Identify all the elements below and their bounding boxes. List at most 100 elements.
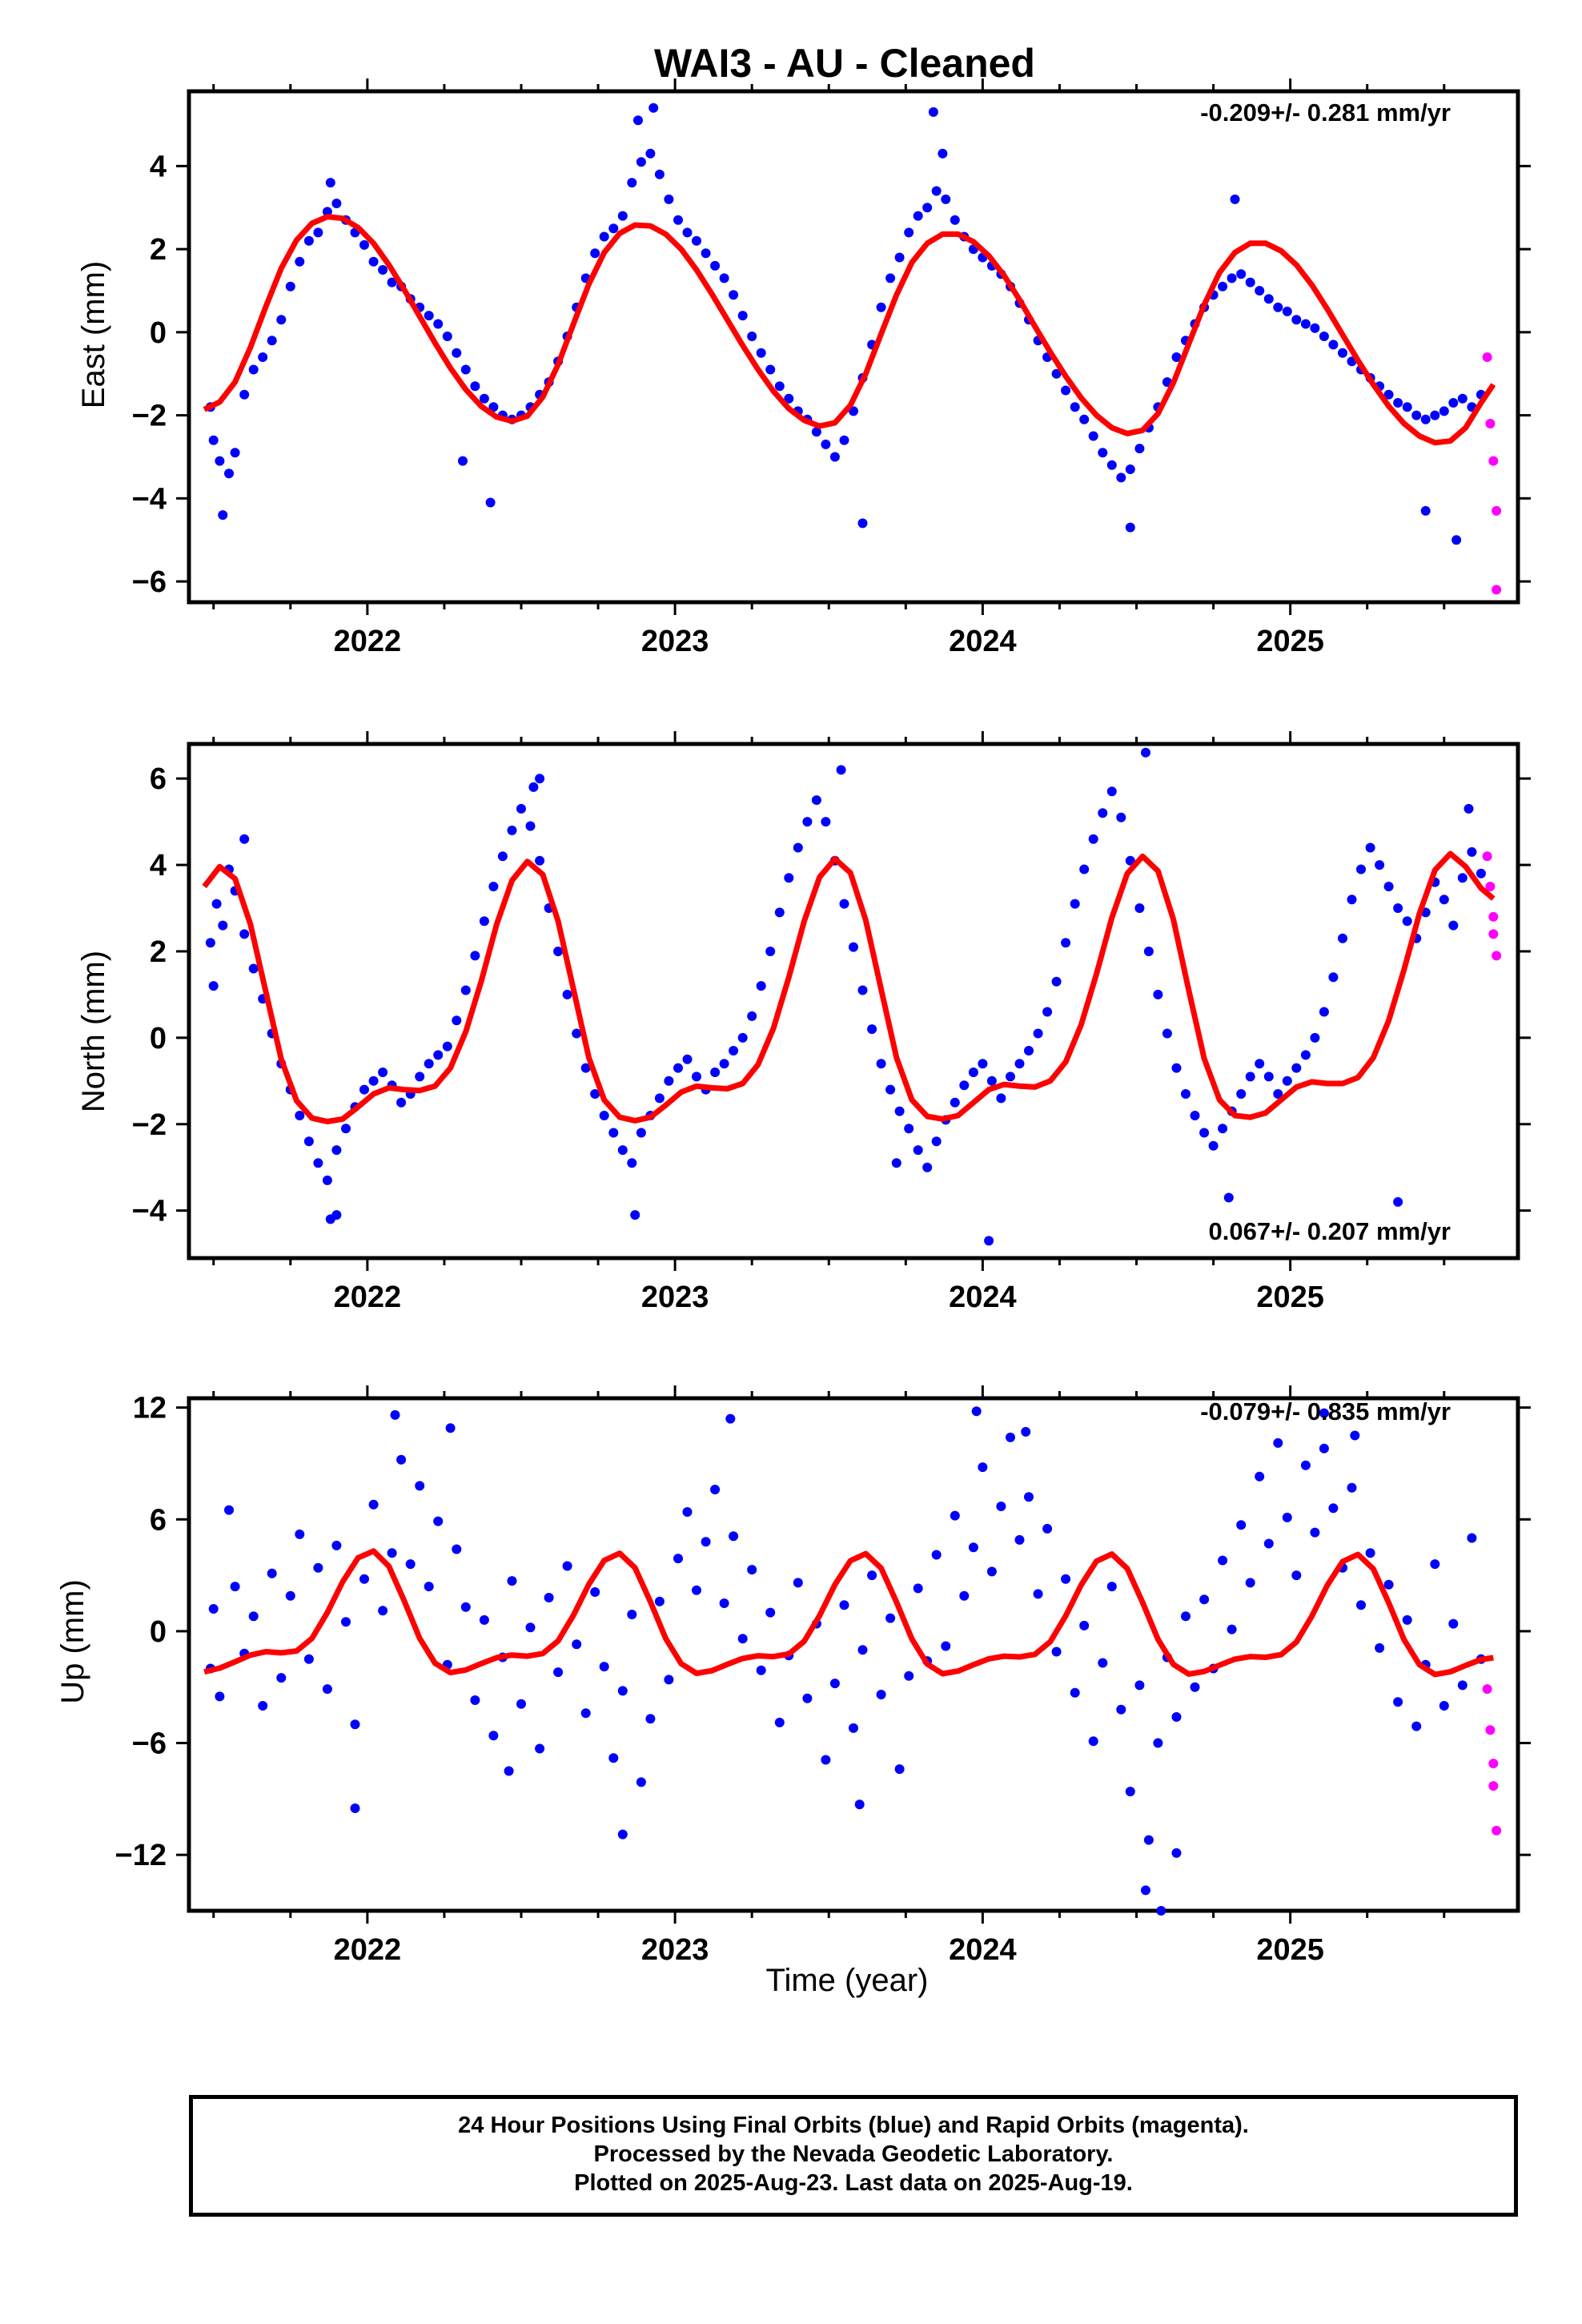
footer-line-processed: Processed by the Nevada Geodetic Laborat… <box>593 2141 1114 2167</box>
north-final-point <box>876 1059 886 1069</box>
north-y-tick-label: 2 <box>150 935 167 969</box>
up-final-point <box>1125 1787 1135 1797</box>
up-y-tick-label: −12 <box>115 1839 167 1872</box>
up-final-point <box>248 1611 259 1622</box>
up-final-point <box>1411 1721 1422 1731</box>
east-final-point <box>692 235 701 246</box>
up-final-point <box>230 1582 240 1592</box>
up-final-point <box>968 1542 978 1553</box>
east-final-point <box>1227 273 1237 283</box>
north-final-point <box>488 882 499 891</box>
up-rapid-point <box>1482 1684 1492 1695</box>
up-final-point <box>654 1596 665 1606</box>
east-final-point <box>368 256 379 267</box>
east-velocity-label: -0.209+/- 0.281 mm/yr <box>1200 99 1451 127</box>
up-final-point <box>488 1731 499 1741</box>
up-final-point <box>645 1714 656 1724</box>
north-final-point <box>913 1145 923 1156</box>
up-final-point <box>959 1590 970 1601</box>
up-final-point <box>941 1641 951 1651</box>
up-final-point <box>1171 1848 1182 1858</box>
east-final-point <box>710 260 721 271</box>
up-final-point <box>215 1691 225 1702</box>
up-y-tick-label: −6 <box>132 1727 167 1761</box>
east-final-point <box>1452 535 1462 545</box>
north-final-point <box>1467 846 1477 857</box>
up-rapid-point <box>1488 1781 1499 1791</box>
east-final-point <box>1061 385 1071 396</box>
up-final-point <box>415 1481 425 1491</box>
north-final-point <box>528 782 539 792</box>
east-y-tick-label: 0 <box>150 316 167 350</box>
up-final-point <box>535 1743 545 1754</box>
north-final-point <box>1199 1128 1210 1138</box>
up-final-point <box>1328 1503 1339 1514</box>
east-axis-label: East (mm) <box>76 261 111 408</box>
up-final-point <box>1319 1443 1329 1454</box>
up-rapid-point <box>1492 1825 1502 1835</box>
north-final-point <box>516 803 526 814</box>
up-final-point <box>1282 1512 1292 1522</box>
east-final-point <box>1230 194 1240 204</box>
east-final-point <box>1439 406 1449 416</box>
up-final-point <box>258 1701 268 1711</box>
east-final-point <box>1457 393 1468 404</box>
north-final-point <box>894 1106 905 1116</box>
east-final-point <box>1319 332 1329 341</box>
north-model-curve <box>202 850 1496 1124</box>
up-final-point <box>267 1568 277 1578</box>
north-final-point <box>747 1011 757 1021</box>
north-final-point <box>1106 786 1117 797</box>
up-final-point <box>1156 1906 1166 1916</box>
east-final-point <box>737 311 748 321</box>
east-final-point <box>387 277 397 287</box>
north-y-tick-label: 6 <box>150 762 167 796</box>
north-final-point <box>608 1128 619 1138</box>
up-final-point <box>1291 1570 1302 1581</box>
east-final-point <box>729 290 739 300</box>
north-final-point <box>710 1068 721 1077</box>
north-final-point <box>885 1084 896 1095</box>
up-final-point <box>460 1602 471 1612</box>
up-final-point <box>682 1507 693 1517</box>
up-final-point <box>1134 1680 1145 1691</box>
north-rapid-point <box>1492 951 1502 961</box>
up-final-point <box>553 1667 564 1678</box>
up-final-point <box>1383 1579 1394 1590</box>
north-axis-label: North (mm) <box>76 951 111 1112</box>
north-final-point <box>322 1175 332 1185</box>
east-final-point <box>313 227 323 238</box>
up-final-point <box>673 1554 683 1564</box>
north-final-point <box>1141 747 1150 758</box>
up-final-point <box>224 1505 234 1515</box>
north-final-point <box>636 1128 646 1138</box>
up-final-point <box>913 1583 923 1594</box>
north-x-tick-label: 2025 <box>1256 1281 1324 1314</box>
north-final-point <box>857 985 868 995</box>
east-final-point <box>442 332 452 341</box>
north-final-point <box>968 1068 978 1077</box>
north-final-point <box>1383 882 1394 891</box>
north-final-point <box>1439 895 1449 905</box>
north-rapid-point <box>1488 929 1499 939</box>
up-final-point <box>1430 1559 1440 1570</box>
north-final-point <box>617 1145 628 1156</box>
up-final-point <box>737 1634 748 1644</box>
east-final-point <box>1134 444 1145 454</box>
north-final-point <box>553 947 564 956</box>
up-final-point <box>1402 1614 1412 1625</box>
up-final-point <box>986 1566 997 1577</box>
east-final-point <box>1338 348 1347 358</box>
up-x-tick-label: 2022 <box>334 1933 402 1967</box>
up-final-point <box>839 1600 849 1610</box>
east-final-point <box>590 248 600 259</box>
east-final-point <box>673 215 683 225</box>
up-final-point <box>405 1559 416 1570</box>
north-final-point <box>959 1080 970 1091</box>
east-final-point <box>1411 410 1422 420</box>
east-y-tick-label: −4 <box>132 482 167 516</box>
north-final-point <box>1300 1050 1311 1060</box>
north-final-point <box>719 1059 729 1069</box>
up-final-point <box>359 1574 369 1584</box>
east-final-point <box>1430 410 1440 420</box>
